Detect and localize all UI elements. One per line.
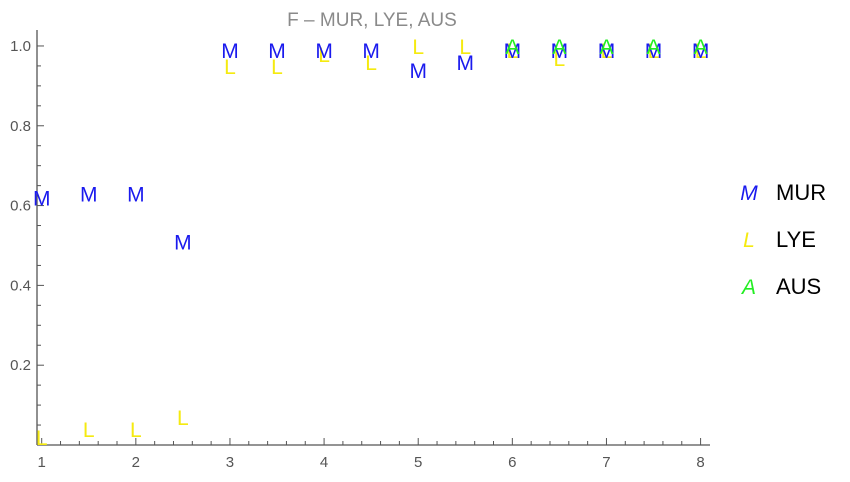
x-tick-label: 5	[414, 454, 422, 471]
data-point-aus: A	[647, 36, 661, 59]
data-point-lye: L	[412, 36, 424, 59]
data-point-mur: M	[692, 40, 710, 63]
legend-marker-lye: L	[743, 229, 755, 252]
data-point-lye: L	[271, 56, 283, 79]
data-point-aus: A	[505, 36, 519, 59]
x-tick-label: 6	[508, 454, 516, 471]
axes: 1 2 3 4 5 6 7 8 0.2 0.4 0.6 0.8 1.0	[10, 30, 710, 471]
data-point-mur: M	[362, 40, 380, 63]
y-tick-label: 0.2	[10, 357, 31, 374]
data-point-lye: L	[224, 56, 236, 79]
data-point-lye: L	[318, 44, 330, 67]
y-tick-label: 1.0	[10, 38, 31, 55]
data-point-aus: A	[599, 36, 613, 59]
data-point-mur: M	[221, 40, 239, 63]
x-tick-label: 2	[132, 454, 140, 471]
data-point-mur: M	[127, 184, 145, 207]
data-point-mur: M	[645, 40, 663, 63]
y-tick-label: 0.8	[10, 118, 31, 135]
x-tick-label: 4	[320, 454, 328, 471]
data-point-lye: L	[177, 407, 189, 430]
data-point-lye: L	[601, 40, 613, 63]
data-point-lye: L	[365, 52, 377, 75]
data-point-lye: L	[648, 40, 660, 63]
data-point-lye: L	[695, 40, 707, 63]
x-tick-label: 8	[696, 454, 704, 471]
x-tick-label: 7	[602, 454, 610, 471]
data-point-aus: A	[694, 36, 708, 59]
legend-marker-mur: M	[740, 182, 758, 205]
y-tick-label: 0.4	[10, 277, 31, 294]
data-point-aus: A	[552, 36, 566, 59]
data-point-mur: M	[457, 52, 475, 75]
data-point-mur: M	[409, 60, 427, 83]
legend-label-lye: LYE	[776, 227, 816, 252]
legend: M MUR L LYE A AUS	[740, 180, 826, 299]
data-points: L L LLL LL LL L L L L L LM M MMM M M MM MM M M M MA A A A A	[33, 36, 709, 450]
data-point-mur: M	[598, 40, 616, 63]
x-tick-label: 1	[38, 454, 46, 471]
data-point-mur: M	[504, 40, 522, 63]
x-tick-label: 3	[226, 454, 234, 471]
legend-label-aus: AUS	[776, 274, 821, 299]
data-point-mur: M	[551, 40, 569, 63]
data-point-mur: M	[80, 184, 98, 207]
data-point-lye: L	[130, 419, 142, 442]
data-point-lye: L	[459, 36, 471, 59]
data-point-mur: M	[174, 231, 192, 254]
data-point-lye: L	[506, 40, 518, 63]
y-tick-label: 0.6	[10, 198, 31, 215]
data-point-lye: L	[554, 48, 566, 71]
data-point-mur: M	[268, 40, 286, 63]
data-point-mur: M	[33, 188, 51, 211]
legend-marker-aus: A	[740, 276, 756, 299]
data-point-lye: L	[83, 419, 95, 442]
legend-label-mur: MUR	[776, 180, 826, 205]
data-point-mur: M	[315, 40, 333, 63]
chart-title: F – MUR, LYE, AUS	[287, 10, 457, 31]
data-point-lye: L	[36, 427, 48, 450]
